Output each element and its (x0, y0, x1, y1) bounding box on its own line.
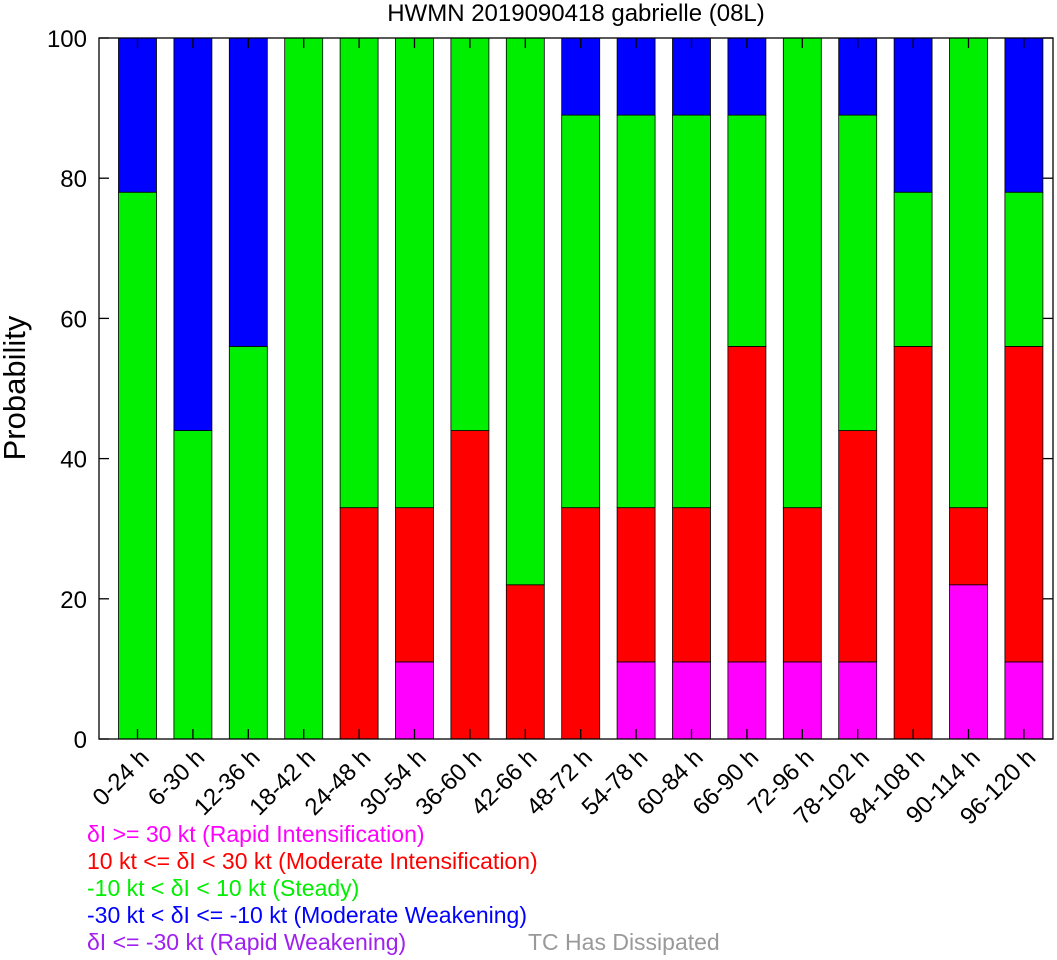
plot-frame (98, 37, 1054, 740)
bar-segment-mi (561, 507, 601, 740)
bar-segment-ri (616, 661, 656, 740)
bar-segment-ri (949, 584, 988, 740)
legend: δI >= 30 kt (Rapid Intensification)10 kt… (87, 821, 720, 955)
bar-segment-steady (616, 114, 656, 509)
bar-segment-mw (228, 37, 268, 347)
y-tick-label: 40 (60, 447, 87, 474)
y-tick-label: 80 (60, 166, 87, 193)
y-axis-label: Probability (0, 315, 32, 460)
bar-segment-ri (672, 661, 711, 740)
x-tick-label: 0-24 h (88, 744, 155, 811)
bar-segment-mi (782, 507, 822, 663)
bar-segment-mi (616, 507, 656, 663)
bar-segment-mw (672, 37, 711, 116)
bar-segment-mi (727, 346, 767, 663)
y-tick-label: 100 (47, 26, 87, 53)
bar-segment-steady (949, 37, 988, 509)
bar-segment-ri (727, 661, 767, 740)
y-tick-label: 0 (74, 727, 87, 754)
bar-segment-ri (395, 661, 434, 740)
bar-segment-ri (1004, 661, 1044, 740)
bar-segment-steady (727, 114, 767, 347)
legend-entry: 10 kt <= δI < 30 kt (Moderate Intensific… (87, 848, 538, 874)
bar-segment-mw (173, 37, 213, 431)
bar-segment-mw (1004, 37, 1044, 193)
bar-segment-steady (893, 191, 933, 347)
bar-segment-mi (450, 430, 490, 740)
bar-segment-mw (561, 37, 601, 116)
legend-entry: δI <= -30 kt (Rapid Weakening) (87, 929, 406, 955)
bar-segment-mi (672, 507, 711, 663)
bar-segment-steady (782, 37, 822, 509)
bar-segment-steady (561, 114, 601, 509)
bars-group (118, 37, 1044, 740)
chart-title: HWMN 2019090418 gabrielle (08L) (387, 0, 765, 27)
bar-segment-steady (284, 37, 324, 740)
bar-segment-mi (505, 584, 545, 740)
bar-segment-steady (505, 37, 545, 586)
legend-entry: -30 kt < δI <= -10 kt (Moderate Weakenin… (87, 902, 527, 928)
y-tick-label: 20 (60, 587, 87, 614)
bar-segment-steady (395, 37, 434, 509)
bar-segment-mi (893, 346, 933, 740)
bar-segment-steady (1004, 191, 1044, 347)
bar-segment-ri (838, 661, 878, 740)
bar-segment-steady (228, 346, 268, 740)
bar-segment-steady (118, 191, 157, 740)
bar-segment-steady (173, 430, 213, 740)
bar-segment-mw (118, 37, 157, 193)
bar-segment-ri (782, 661, 822, 740)
bar-segment-mi (339, 507, 379, 740)
bar-segment-steady (339, 37, 379, 509)
bar-segment-steady (672, 114, 711, 509)
bar-segment-mw (893, 37, 933, 193)
bar-segment-mi (949, 507, 988, 586)
bar-segment-mi (1004, 346, 1044, 663)
bar-segment-steady (838, 114, 878, 431)
bar-segment-mw (727, 37, 767, 116)
y-tick-label: 60 (60, 306, 87, 333)
bar-segment-mw (838, 37, 878, 116)
legend-entry: δI >= 30 kt (Rapid Intensification) (87, 821, 425, 847)
bar-segment-mw (616, 37, 656, 116)
legend-dissipated: TC Has Dissipated (528, 929, 720, 955)
bar-segment-mi (395, 507, 434, 663)
bar-segment-mi (838, 430, 878, 663)
bar-segment-steady (450, 37, 490, 431)
legend-entry: -10 kt < δI < 10 kt (Steady) (87, 875, 359, 901)
